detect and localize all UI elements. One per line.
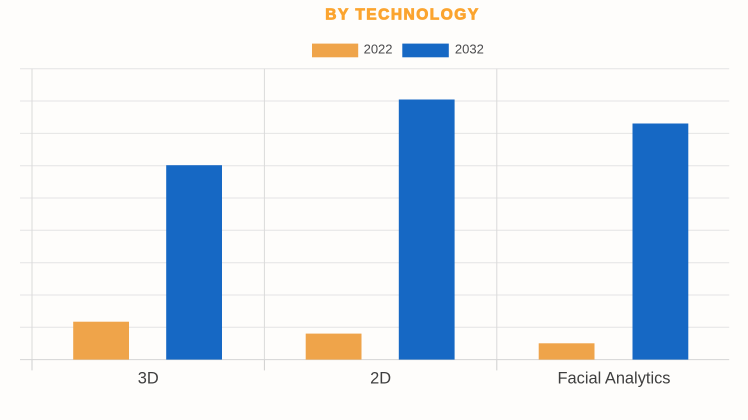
svg-text:3D: 3D bbox=[138, 369, 159, 387]
svg-text:2D: 2D bbox=[370, 369, 391, 387]
svg-text:2022: 2022 bbox=[364, 41, 393, 56]
svg-text:BY TECHNOLOGY: BY TECHNOLOGY bbox=[325, 6, 479, 23]
svg-text:2032: 2032 bbox=[455, 41, 484, 56]
svg-text:Facial Analytics: Facial Analytics bbox=[558, 369, 671, 387]
